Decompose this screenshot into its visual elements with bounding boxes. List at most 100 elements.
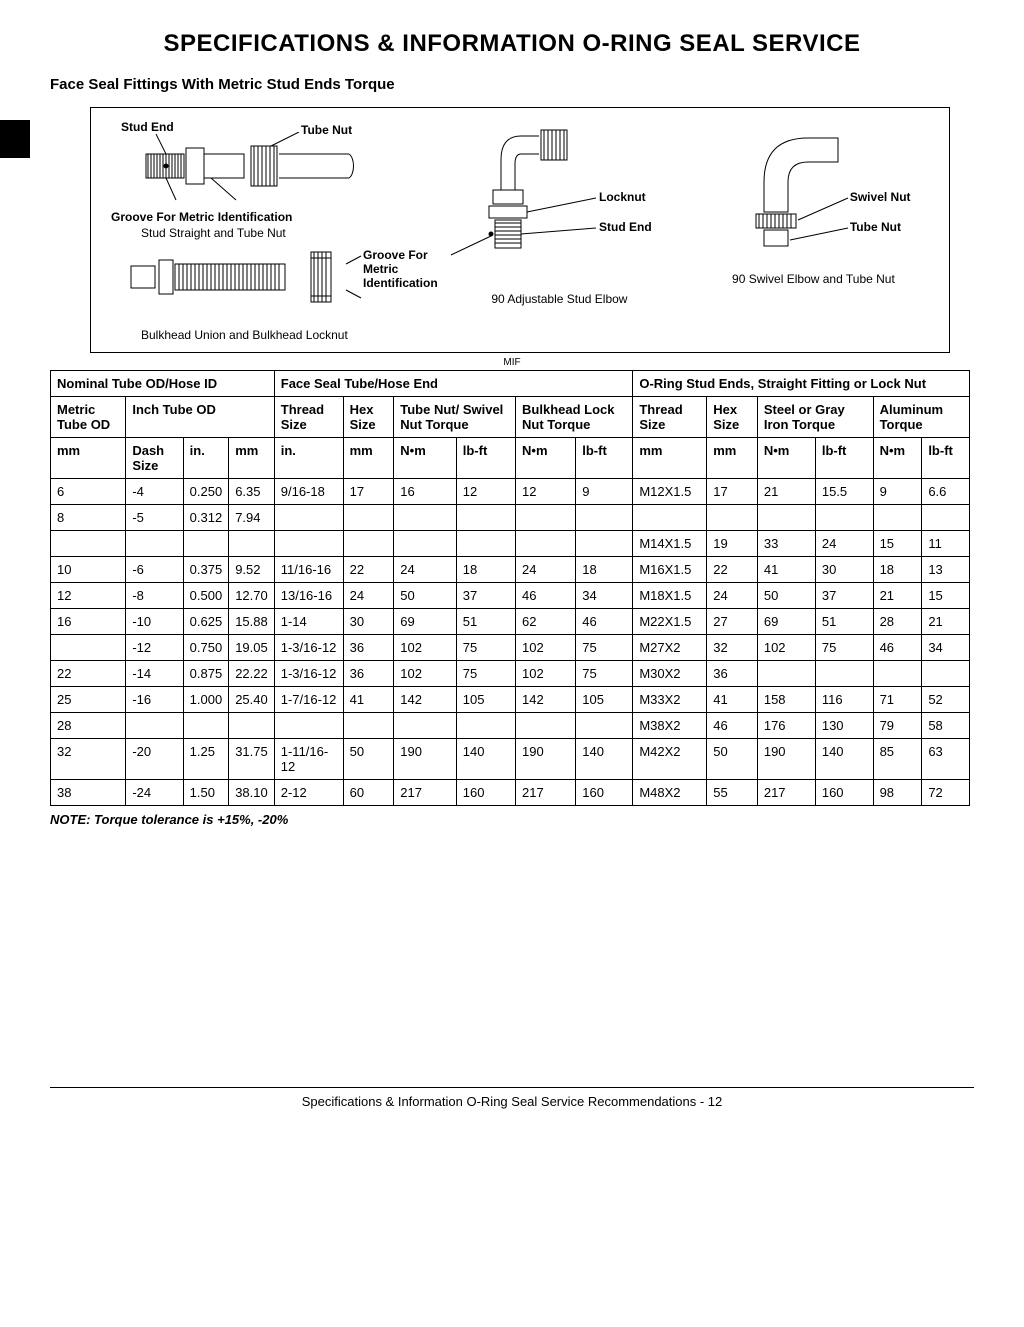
table-cell: 102 — [394, 661, 456, 687]
table-cell: 190 — [516, 739, 576, 780]
table-cell: 75 — [815, 635, 873, 661]
table-cell: M22X1.5 — [633, 609, 707, 635]
table-cell: 105 — [576, 687, 633, 713]
table-cell: -24 — [126, 780, 183, 806]
table-cell: 52 — [922, 687, 970, 713]
table-cell — [51, 531, 126, 557]
table-cell: 140 — [815, 739, 873, 780]
table-cell: 102 — [516, 661, 576, 687]
table-cell: 9/16-18 — [274, 479, 343, 505]
table-cell: 25 — [51, 687, 126, 713]
table-cell: 18 — [456, 557, 515, 583]
table-cell: 46 — [516, 583, 576, 609]
table-cell — [394, 713, 456, 739]
table-cell: 217 — [394, 780, 456, 806]
table-cell: 30 — [343, 609, 394, 635]
table-cell: 98 — [873, 780, 922, 806]
table-cell: 160 — [815, 780, 873, 806]
swivel-nut-label: Swivel Nut — [850, 190, 911, 204]
table-cell: 50 — [757, 583, 815, 609]
table-cell: 63 — [922, 739, 970, 780]
th-steel-gray: Steel or Gray Iron Torque — [757, 397, 873, 438]
table-row: 8-50.3127.94 — [51, 505, 970, 531]
uh-mm4: mm — [633, 438, 707, 479]
th-tube-swivel: Tube Nut/ Swivel Nut Torque — [394, 397, 516, 438]
table-cell: 9.52 — [229, 557, 275, 583]
table-row: 32-201.2531.751-11/16-1250190140190140M4… — [51, 739, 970, 780]
table-cell: 75 — [456, 661, 515, 687]
table-cell: 17 — [343, 479, 394, 505]
table-cell: 34 — [922, 635, 970, 661]
table-cell: 50 — [343, 739, 394, 780]
table-cell: 37 — [456, 583, 515, 609]
table-cell: 217 — [757, 780, 815, 806]
table-cell: 12 — [456, 479, 515, 505]
table-cell: 140 — [456, 739, 515, 780]
table-cell — [126, 713, 183, 739]
table-cell: 11/16-16 — [274, 557, 343, 583]
table-cell — [274, 531, 343, 557]
th-inch-tube-od: Inch Tube OD — [126, 397, 274, 438]
table-cell: 21 — [757, 479, 815, 505]
table-cell: 41 — [707, 687, 758, 713]
table-cell — [516, 505, 576, 531]
table-cell: 9 — [576, 479, 633, 505]
table-cell — [633, 505, 707, 531]
table-cell: 46 — [707, 713, 758, 739]
table-cell: 16 — [394, 479, 456, 505]
table-cell: 1.25 — [183, 739, 229, 780]
table-cell — [516, 713, 576, 739]
table-cell: 1-3/16-12 — [274, 661, 343, 687]
side-tab — [0, 120, 30, 158]
table-cell — [576, 505, 633, 531]
table-cell — [394, 505, 456, 531]
table-cell: 12 — [51, 583, 126, 609]
table-cell: 13/16-16 — [274, 583, 343, 609]
groove2-label: Groove For Metric Identification — [363, 248, 438, 290]
table-row: 10-60.3759.5211/16-162224182418M16X1.522… — [51, 557, 970, 583]
table-row: -120.75019.051-3/16-12361027510275M27X23… — [51, 635, 970, 661]
table-row: 16-100.62515.881-143069516246M22X1.52769… — [51, 609, 970, 635]
table-row: 25-161.00025.401-7/16-1241142105142105M3… — [51, 687, 970, 713]
uh-dash: Dash Size — [126, 438, 183, 479]
table-cell: 6.6 — [922, 479, 970, 505]
table-cell: 75 — [576, 661, 633, 687]
table-cell: 116 — [815, 687, 873, 713]
th-nominal: Nominal Tube OD/Hose ID — [51, 371, 275, 397]
table-cell: 22 — [343, 557, 394, 583]
table-cell: 142 — [394, 687, 456, 713]
table-cell: 19 — [707, 531, 758, 557]
diagram-left-col: Stud End Tube Nut — [111, 120, 421, 342]
uh-lbft4: lb-ft — [922, 438, 970, 479]
table-cell: M12X1.5 — [633, 479, 707, 505]
table-cell: -10 — [126, 609, 183, 635]
table-cell: -4 — [126, 479, 183, 505]
table-cell: 21 — [873, 583, 922, 609]
table-cell: 12 — [516, 479, 576, 505]
diagram-mid-col: Locknut Stud End 90 Adjustable Stud Elbo… — [431, 120, 688, 306]
table-cell: -12 — [126, 635, 183, 661]
torque-note: NOTE: Torque tolerance is +15%, -20% — [50, 812, 974, 827]
table-cell: 34 — [576, 583, 633, 609]
table-cell: 102 — [394, 635, 456, 661]
table-cell: 60 — [343, 780, 394, 806]
uh-nm2: N•m — [516, 438, 576, 479]
table-cell — [873, 505, 922, 531]
table-cell: 217 — [516, 780, 576, 806]
table-cell — [922, 661, 970, 687]
table-unit-header-row: mm Dash Size in. mm in. mm N•m lb-ft N•m… — [51, 438, 970, 479]
table-cell: 71 — [873, 687, 922, 713]
table-cell: M38X2 — [633, 713, 707, 739]
mif-label: MIF — [50, 357, 974, 368]
table-cell: 158 — [757, 687, 815, 713]
table-cell: M18X1.5 — [633, 583, 707, 609]
groove-label: Groove For Metric Identification — [111, 210, 421, 224]
table-cell: 6 — [51, 479, 126, 505]
table-cell — [394, 531, 456, 557]
table-cell: 142 — [516, 687, 576, 713]
table-cell: 0.875 — [183, 661, 229, 687]
table-cell: 24 — [516, 557, 576, 583]
table-cell: 28 — [873, 609, 922, 635]
table-cell — [274, 713, 343, 739]
table-cell: 32 — [51, 739, 126, 780]
